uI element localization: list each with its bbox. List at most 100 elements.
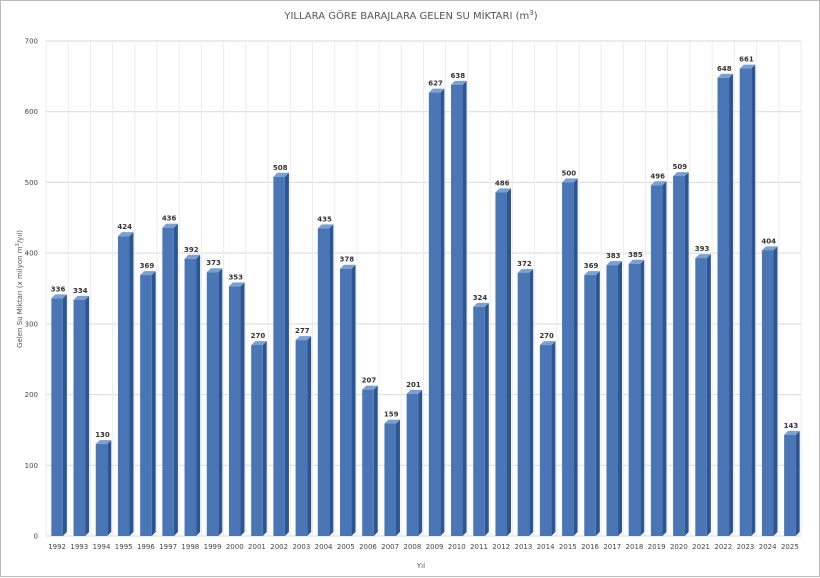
x-tick-label: 1992 <box>48 543 66 551</box>
bar-value-label: 383 <box>606 252 621 260</box>
y-axis-title: Gelen Su Miktarı (x milyon m3/yıl) <box>15 230 24 348</box>
bar-value-label: 334 <box>73 287 88 295</box>
x-tick-label: 1993 <box>70 543 88 551</box>
bar-side <box>795 430 800 536</box>
bar-value-label: 648 <box>717 65 732 73</box>
chart-title-superscript: 3 <box>529 9 533 17</box>
bar-value-label: 277 <box>295 327 310 335</box>
bar-value-label: 435 <box>317 215 332 223</box>
y-axis-ticks: 0 100 200 300 400 500 600 700 <box>25 38 38 541</box>
x-axis-title: Yıl <box>416 562 425 570</box>
bar <box>406 393 419 536</box>
bar-top <box>340 264 356 269</box>
bar-side <box>684 172 689 537</box>
y-tick-label: 300 <box>25 320 38 328</box>
x-tick-label: 2017 <box>603 543 621 551</box>
bar-value-label: 372 <box>517 260 532 268</box>
bar-value-label: 336 <box>51 285 66 293</box>
bar-value-label: 404 <box>761 237 776 245</box>
x-tick-label: 2005 <box>337 543 355 551</box>
x-tick-label: 1995 <box>115 543 133 551</box>
bar-side <box>440 88 445 536</box>
bar-side <box>573 178 578 536</box>
x-tick-label: 2021 <box>692 543 710 551</box>
bar-top <box>273 172 289 177</box>
bar <box>584 275 596 536</box>
x-tick-label: 2011 <box>470 543 488 551</box>
bar-value-label: 424 <box>117 223 132 231</box>
bar-top <box>51 294 67 299</box>
bar-side <box>329 224 334 536</box>
bar-side <box>462 80 467 536</box>
bar-value-label: 638 <box>450 72 465 80</box>
bar-side <box>751 64 756 537</box>
bar-side <box>729 73 734 537</box>
bar-top <box>517 268 534 273</box>
x-tick-label: 2012 <box>492 543 510 551</box>
x-tick-label: 2000 <box>226 543 244 551</box>
x-tick-label: 2001 <box>248 543 266 551</box>
bar-top <box>428 88 445 93</box>
bar-top <box>628 259 645 264</box>
y-axis-title-superscript: 3 <box>15 243 21 246</box>
bar-side <box>218 268 223 536</box>
bar <box>73 299 86 536</box>
bar-top <box>73 295 90 300</box>
bar <box>650 185 663 536</box>
chart-title-suffix: ) <box>534 11 538 22</box>
y-tick-label: 100 <box>25 462 38 470</box>
bar-top <box>717 73 734 78</box>
bar <box>251 345 263 536</box>
bar <box>117 236 130 536</box>
bar-side <box>773 246 778 537</box>
bar-top <box>473 302 489 307</box>
x-tick-label: 2018 <box>626 543 644 551</box>
bar-side <box>62 294 67 536</box>
bar-value-label: 373 <box>206 259 221 267</box>
bar <box>739 68 752 536</box>
bar-side <box>107 440 112 536</box>
bar <box>51 298 63 536</box>
bar-side <box>173 223 178 536</box>
bar-top <box>295 336 312 341</box>
bar-top <box>162 223 178 228</box>
bar-side <box>662 181 667 536</box>
bar <box>628 263 641 536</box>
bar-side <box>351 264 356 536</box>
bar-value-label: 270 <box>251 332 266 340</box>
chart-title: YILLARA GÖRE BARAJLARA GELEN SU MİKTARI … <box>283 9 537 22</box>
x-tick-label: 1998 <box>181 543 199 551</box>
bar-side <box>196 254 201 537</box>
bar <box>140 275 152 536</box>
x-tick-label: 2007 <box>381 543 399 551</box>
bar <box>340 268 352 536</box>
y-tick-label: 200 <box>25 391 38 399</box>
y-tick-label: 0 <box>34 533 38 541</box>
x-tick-label: 1996 <box>137 543 155 551</box>
bar <box>206 272 219 536</box>
x-tick-label: 2010 <box>448 543 466 551</box>
bar <box>451 84 463 536</box>
bar <box>606 265 619 536</box>
bar <box>184 258 197 536</box>
bar-side <box>85 295 90 536</box>
bar-value-label: 500 <box>562 169 577 177</box>
y-axis-title-main: Gelen Su Miktarı (x milyon m <box>16 246 24 348</box>
bar-side <box>484 302 489 536</box>
bar-top <box>362 385 378 390</box>
bar-value-label: 270 <box>539 332 554 340</box>
x-tick-label: 2006 <box>359 543 377 551</box>
bar-side <box>529 268 534 536</box>
bar-side <box>706 254 711 537</box>
bar-value-label: 385 <box>628 251 643 259</box>
bar-top <box>406 389 423 394</box>
bar <box>717 77 730 537</box>
bar-top <box>228 282 245 287</box>
bar-top <box>695 254 711 259</box>
bar-value-label: 486 <box>495 179 510 187</box>
bar-value-label: 496 <box>650 172 665 180</box>
bar-top <box>761 246 778 251</box>
bar-value-label: 627 <box>428 80 443 88</box>
bar-top <box>606 261 623 266</box>
